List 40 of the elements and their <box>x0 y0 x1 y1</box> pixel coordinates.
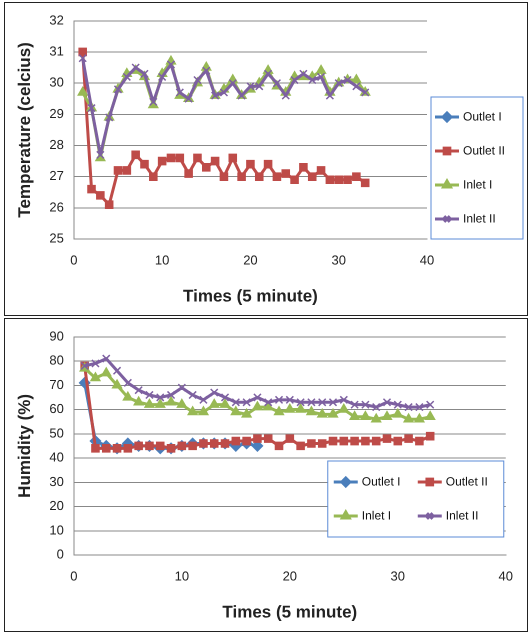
y-tick-label: 0 <box>56 546 64 562</box>
x-tick-label: 40 <box>498 568 514 584</box>
y-tick-label: 27 <box>49 168 64 184</box>
y-tick-label: 30 <box>49 474 64 489</box>
y-tick-label: 31 <box>49 44 64 59</box>
y-tick-label: 25 <box>49 230 64 246</box>
x-tick-label: 0 <box>70 252 78 268</box>
x-axis-title: Times (5 minute) <box>183 286 318 306</box>
legend-label: Outlet I <box>463 109 502 124</box>
y-tick-label: 70 <box>49 376 64 392</box>
legend-label: Outlet II <box>446 474 488 488</box>
x-tick-label: 40 <box>420 252 434 268</box>
y-tick-label: 60 <box>49 401 64 416</box>
y-tick-label: 80 <box>49 352 64 368</box>
legend-label: Inlet II <box>446 508 478 522</box>
legend-label: Outlet II <box>463 143 506 158</box>
x-tick-label: 10 <box>174 568 190 584</box>
y-tick-label: 50 <box>49 425 64 440</box>
y-tick-label: 40 <box>49 450 64 465</box>
x-axis-title: Times (5 minute) <box>222 602 358 622</box>
y-tick-label: 30 <box>49 74 64 90</box>
x-tick-label: 20 <box>282 568 298 584</box>
y-tick-label: 29 <box>49 106 64 121</box>
y-tick-label: 10 <box>49 522 64 538</box>
y-tick-label: 28 <box>49 137 64 152</box>
y-tick-label: 20 <box>49 498 64 514</box>
legend-label: Inlet II <box>463 211 496 226</box>
legend-label: Inlet I <box>362 508 392 522</box>
x-tick-label: 0 <box>70 568 78 584</box>
y-tick-label: 90 <box>49 328 64 344</box>
y-axis-title: Temperature (celcius) <box>14 42 34 218</box>
legend-label: Outlet I <box>362 474 400 488</box>
y-axis-title: Humidity (%) <box>14 394 34 498</box>
y-tick-label: 32 <box>49 12 64 28</box>
y-tick-label: 26 <box>49 199 64 214</box>
x-tick-label: 20 <box>243 252 258 268</box>
x-tick-label: 30 <box>331 252 346 268</box>
legend-label: Inlet I <box>463 177 492 192</box>
x-tick-label: 30 <box>390 568 406 584</box>
x-tick-label: 10 <box>154 252 170 268</box>
